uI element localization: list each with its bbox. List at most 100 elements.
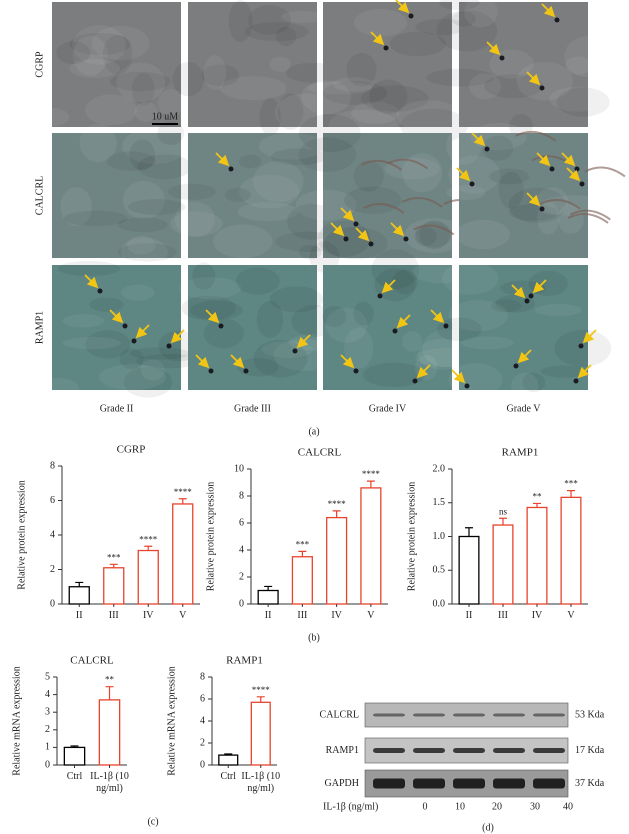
texture [127, 236, 156, 255]
texture [384, 157, 440, 180]
texture [277, 93, 304, 130]
y-tick-label: 1.0 [433, 531, 446, 542]
arrow [396, 314, 411, 329]
y-axis-label: Relative protein expression [406, 482, 417, 591]
arrow [390, 222, 405, 237]
texture [460, 336, 514, 350]
texture [190, 300, 243, 320]
bar [326, 516, 348, 605]
texture [34, 107, 70, 127]
texture [72, 25, 126, 65]
texture [203, 55, 227, 91]
bar [560, 496, 582, 605]
arrow [296, 334, 311, 349]
texture [448, 155, 501, 194]
panel-label: (b) [308, 632, 320, 643]
error-bar [75, 581, 84, 587]
x-tick-label: Ctrl [66, 771, 83, 782]
texture [344, 186, 402, 215]
y-axis-label: Relative mRNA expression [11, 666, 22, 775]
texture [281, 10, 326, 23]
arrow [205, 309, 220, 324]
blot-band [453, 713, 485, 717]
treatment-label: IL-1β (ng/ml) [323, 801, 378, 812]
y-tick-label: 10 [234, 463, 244, 474]
tissue-streak [569, 209, 611, 221]
texture [389, 31, 446, 57]
texture [269, 56, 291, 72]
texture [353, 301, 374, 326]
error-bar [567, 490, 575, 498]
x-tick-label: IV [531, 610, 543, 621]
texture [63, 210, 128, 227]
micrograph [52, 265, 181, 390]
texture [179, 277, 242, 300]
significance: *** [107, 552, 121, 562]
texture [73, 35, 108, 76]
texture [354, 8, 408, 37]
texture [121, 284, 155, 301]
stained-cell [166, 343, 172, 349]
y-tick-label: 2 [200, 737, 205, 748]
texture [332, 77, 375, 92]
texture [238, 154, 262, 169]
texture [417, 338, 467, 370]
arrow [541, 3, 556, 18]
arrow [430, 309, 445, 324]
column-label: Grade IV [369, 403, 407, 414]
x-tick-label: II [75, 610, 83, 621]
arrow [215, 152, 230, 167]
error-bar [332, 510, 341, 518]
chart-title: CALCRL [298, 447, 342, 459]
bar [257, 589, 279, 605]
bar [526, 506, 548, 605]
significance: ** [533, 491, 543, 501]
x-tick-label: II [264, 610, 272, 621]
texture [119, 348, 144, 369]
texture [117, 217, 168, 233]
column-label: Grade V [507, 403, 542, 414]
arrow [577, 364, 592, 379]
stained-cell [499, 55, 505, 61]
texture [219, 76, 287, 101]
texture [346, 52, 377, 87]
bar [360, 487, 382, 605]
texture [235, 267, 280, 295]
blot-band [413, 748, 445, 753]
y-tick-label: 4 [50, 529, 55, 540]
texture [556, 87, 610, 117]
arrow [230, 354, 245, 369]
micrograph [459, 2, 588, 127]
texture [35, 377, 79, 399]
texture [402, 153, 443, 193]
blot-band [373, 748, 405, 753]
tissue-streak [363, 203, 405, 214]
micrograph [459, 265, 588, 390]
texture [464, 0, 498, 28]
y-tick-label: 0.0 [433, 598, 446, 609]
significance: **** [139, 534, 158, 544]
texture [322, 80, 388, 105]
texture [116, 62, 166, 103]
chart-title: RAMP1 [502, 447, 539, 459]
x-tick-label: III [108, 610, 119, 621]
texture [564, 36, 609, 78]
texture [170, 211, 223, 237]
micrograph [52, 2, 181, 127]
texture [495, 294, 536, 313]
stained-cell [539, 85, 545, 91]
texture [298, 245, 322, 260]
y-tick-label: 0 [200, 759, 205, 770]
blot-band [493, 748, 525, 753]
error-bar [256, 696, 265, 703]
scale-bar-label: 10 uM [152, 111, 179, 122]
error-bar [264, 585, 273, 591]
arrow [330, 222, 345, 237]
bar [68, 586, 90, 605]
significance: ** [105, 675, 115, 685]
arrow [355, 227, 370, 242]
texture [269, 286, 324, 313]
stained-cell [377, 293, 383, 299]
arrow [170, 329, 185, 344]
texture [201, 64, 240, 87]
